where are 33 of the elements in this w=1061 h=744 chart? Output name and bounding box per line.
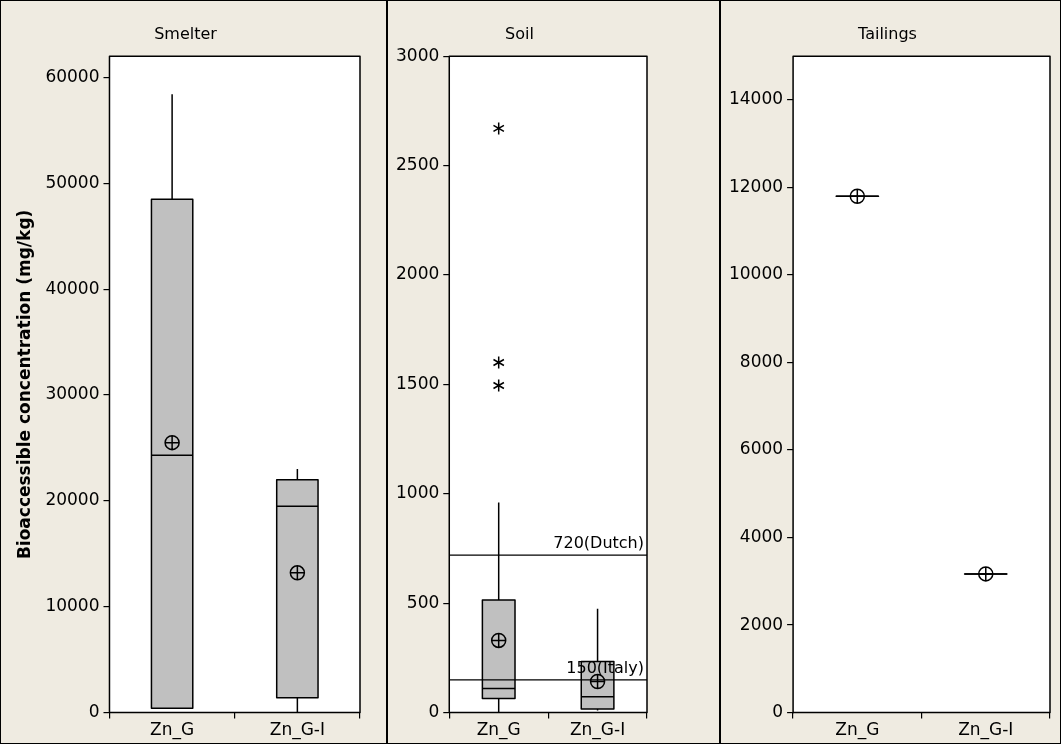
y-tick-label: 1500: [396, 372, 440, 393]
chart-title: Soil: [505, 23, 534, 43]
chart-title: Tailings: [857, 23, 917, 43]
x-tick-label: Zn_G-I: [958, 719, 1014, 741]
y-tick-label: 0: [428, 701, 440, 722]
y-tick-label: 2500: [396, 154, 440, 175]
y-tick-label: 8000: [739, 350, 784, 371]
y-axis-title: Bioaccessible concentration (mg/kg): [13, 209, 34, 560]
x-tick-label: Zn_G-I: [569, 719, 626, 741]
y-tick-label: 2000: [739, 613, 784, 634]
x-tick-label: Zn_G-I: [269, 719, 325, 741]
y-tick-label: 20000: [45, 489, 100, 510]
y-tick-label: 0: [88, 701, 100, 722]
y-tick-label: 500: [406, 591, 440, 612]
y-tick-label: 3000: [396, 44, 440, 65]
ref-line-label: 720(Dutch): [553, 533, 644, 553]
y-tick-label: 1000: [396, 482, 440, 503]
y-tick-label: 12000: [728, 175, 784, 196]
y-tick-label: 40000: [45, 277, 100, 298]
y-tick-label: 60000: [45, 65, 100, 86]
y-tick-label: 50000: [45, 171, 100, 192]
y-tick-label: 6000: [739, 438, 784, 459]
y-tick-label: 10000: [45, 595, 100, 616]
y-tick-label: 0: [772, 701, 784, 722]
y-tick-label: 10000: [728, 263, 784, 284]
y-tick-label: 30000: [45, 383, 100, 404]
y-tick-label: 4000: [739, 525, 784, 546]
x-tick-label: Zn_G: [835, 719, 880, 741]
x-tick-label: Zn_G: [150, 719, 195, 741]
y-tick-label: 2000: [396, 263, 440, 284]
y-tick-label: 14000: [728, 88, 784, 109]
chart-title: Smelter: [154, 23, 218, 43]
x-tick-label: Zn_G: [476, 719, 521, 741]
